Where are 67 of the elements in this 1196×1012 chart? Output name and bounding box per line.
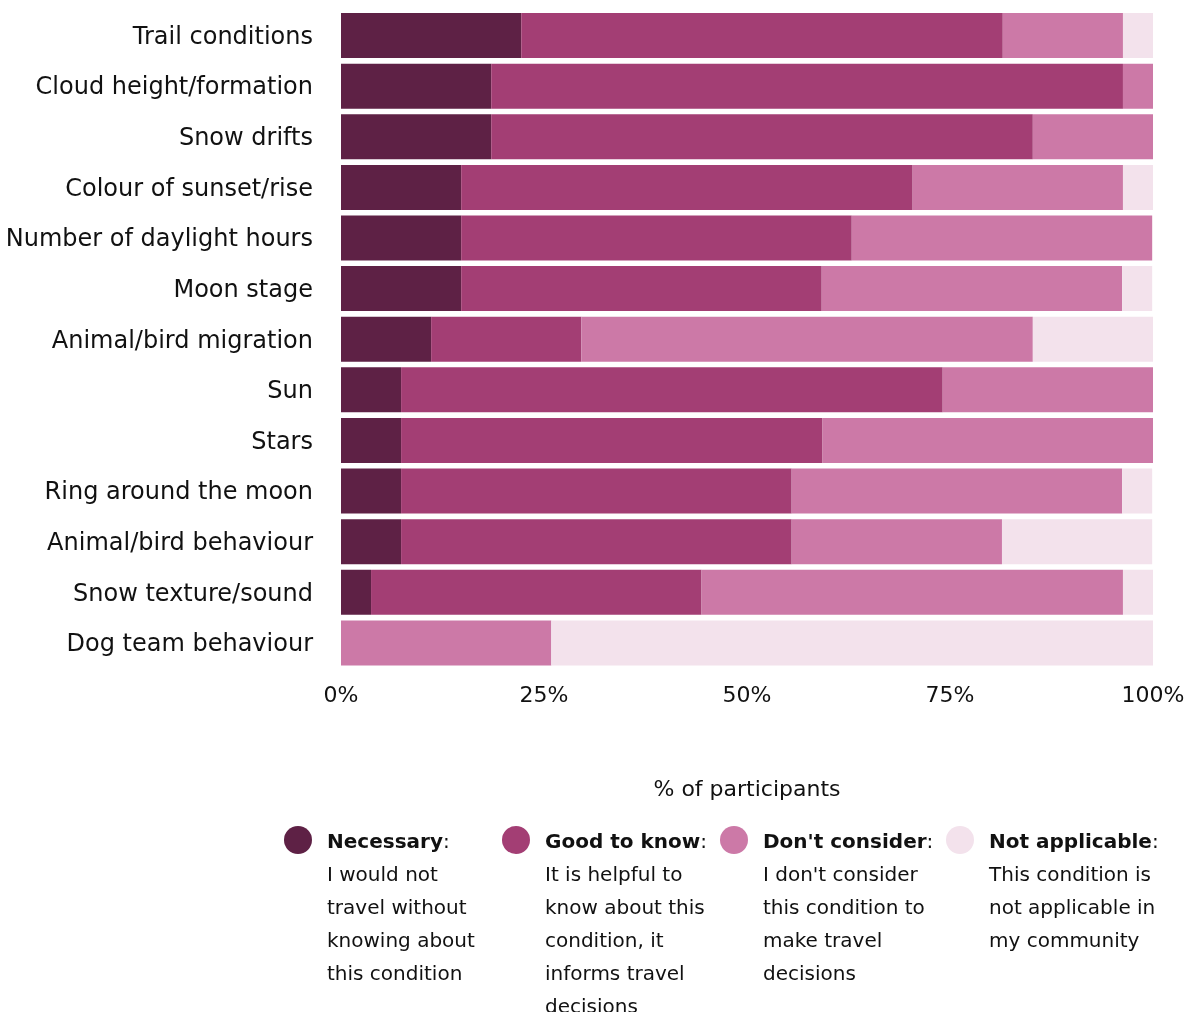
y-tick-label: Sun: [267, 376, 313, 405]
x-tick-label: 0%: [323, 681, 359, 707]
y-tick-label: Number of daylight hours: [5, 224, 313, 253]
x-tick-label: 100%: [1121, 681, 1185, 707]
bar: [822, 417, 1153, 463]
y-tick-label: Snow drifts: [178, 123, 313, 152]
bar: [461, 215, 852, 261]
bar: [1122, 468, 1153, 514]
bar: [1122, 569, 1153, 615]
bar: [401, 367, 943, 413]
bar: [341, 519, 402, 565]
y-tick-label: Animal/bird behaviour: [47, 527, 314, 556]
bar: [1122, 266, 1153, 312]
bar: [821, 266, 1123, 312]
bar: [371, 569, 702, 615]
y-tick-label: Colour of sunset/rise: [65, 173, 313, 202]
bar: [431, 316, 582, 362]
bar: [341, 468, 402, 514]
bar: [701, 569, 1123, 615]
bar: [401, 417, 823, 463]
bar: [551, 620, 1153, 666]
x-tick-label: 75%: [925, 681, 975, 707]
y-tick-label: Cloud height/formation: [35, 72, 313, 101]
legend-label: Not applicable: This condition is not applicable in my community: [989, 828, 1160, 954]
bar: [1122, 164, 1153, 210]
bar: [341, 316, 432, 362]
bar: [341, 367, 402, 413]
y-tick-label: Stars: [251, 426, 313, 455]
bar: [341, 620, 552, 666]
bar: [341, 417, 402, 463]
y-tick-label: Snow texture/sound: [73, 578, 313, 607]
bar: [341, 266, 462, 312]
bar: [341, 164, 462, 210]
y-tick-label: Dog team behaviour: [66, 629, 314, 658]
bar: [341, 13, 522, 59]
bar: [791, 468, 1123, 514]
bar: [942, 367, 1153, 413]
bar: [491, 114, 1033, 160]
bar: [401, 519, 792, 565]
bar: [341, 63, 492, 109]
y-tick-label: Trail conditions: [131, 21, 313, 50]
x-tick-label: 25%: [519, 681, 569, 707]
bar: [341, 569, 372, 615]
bar: [461, 164, 913, 210]
legend-label: Necessary: I would not travel without knowing about this condition: [327, 828, 476, 987]
y-tick-label: Ring around the moon: [44, 477, 313, 506]
bar: [1032, 316, 1153, 362]
bar: [581, 316, 1033, 362]
x-axis-title: % of participants: [652, 776, 842, 801]
bar: [1122, 13, 1153, 59]
bar: [341, 215, 462, 261]
y-tick-label: Animal/bird migration: [51, 325, 313, 354]
bar: [491, 63, 1123, 109]
bar: [1032, 114, 1153, 160]
bar: [341, 114, 492, 160]
bar: [461, 266, 822, 312]
y-tick-label: Moon stage: [173, 274, 313, 303]
bar: [912, 164, 1123, 210]
bar: [521, 13, 1003, 59]
bar: [791, 519, 1002, 565]
bar: [1001, 519, 1153, 565]
x-tick-label: 50%: [722, 681, 772, 707]
bar: [1002, 13, 1123, 59]
legend-label: Don't consider: I don't consider this condition to make travel decisions: [763, 828, 935, 987]
bar: [851, 215, 1153, 261]
bar: [401, 468, 792, 514]
bar: [1122, 63, 1153, 109]
